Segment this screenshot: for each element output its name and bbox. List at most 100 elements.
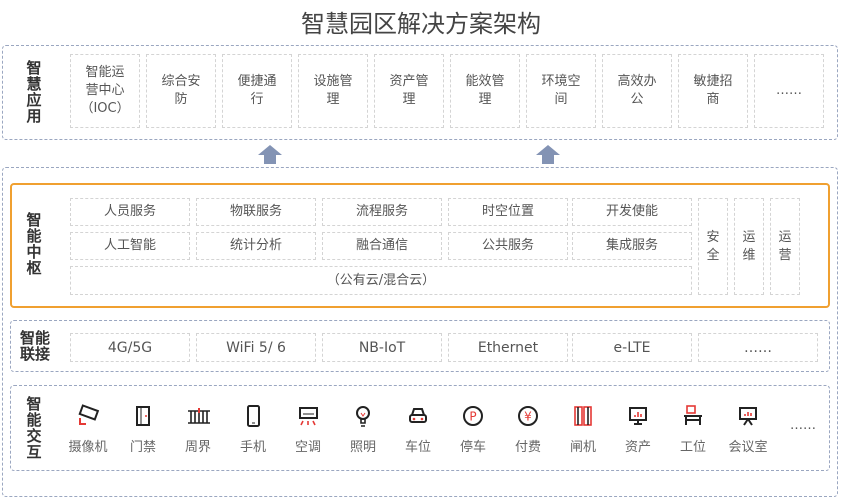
interact-more: …… <box>790 418 816 433</box>
hub-side-label: 运营 <box>778 229 792 263</box>
hub-service[interactable]: 开发使能 <box>572 198 692 226</box>
interact-item-label: 周界 <box>184 440 211 455</box>
interact-item[interactable]: P 停车 <box>448 404 498 455</box>
connect-item[interactable]: NB-IoT <box>322 333 442 362</box>
connect-label: WiFi 5/ 6 <box>226 339 286 356</box>
interact-item[interactable]: 手机 <box>228 404 278 455</box>
interact-item[interactable]: 周界 <box>173 404 223 455</box>
interact-item[interactable]: 摄像机 <box>63 404 113 455</box>
hub-service-label: 时空位置 <box>481 204 534 219</box>
desk-icon <box>668 404 718 428</box>
parking-icon: P <box>448 404 498 428</box>
hub-service-label: 开发使能 <box>605 204 658 219</box>
app-card[interactable]: 便捷通行 <box>222 54 292 128</box>
hub-service[interactable]: 公共服务 <box>448 232 568 260</box>
interact-item[interactable]: 车位 <box>393 404 443 455</box>
hub-side-label: 安全 <box>706 229 720 263</box>
hub-service-label: 人员服务 <box>103 204 156 219</box>
hub-side[interactable]: 运维 <box>734 198 764 295</box>
apps-layer <box>2 45 838 140</box>
hub-service-label: 流程服务 <box>355 204 408 219</box>
connect-item[interactable]: Ethernet <box>448 333 568 362</box>
hub-service[interactable]: 人工智能 <box>70 232 190 260</box>
interact-layer <box>10 385 830 471</box>
interact-item-label: 闸机 <box>569 440 596 455</box>
app-label: 能效管理 <box>465 74 505 107</box>
interact-item-label: 车位 <box>404 440 431 455</box>
hub-service[interactable]: 统计分析 <box>196 232 316 260</box>
hub-cloud: （公有云/混合云） <box>70 266 692 295</box>
hub-service-label: 物联服务 <box>229 204 282 219</box>
hub-service[interactable]: 物联服务 <box>196 198 316 226</box>
app-card[interactable]: 能效管理 <box>450 54 520 128</box>
arrow-up-2 <box>536 145 560 164</box>
connect-label: NB-IoT <box>358 339 406 356</box>
interact-item-label: 门禁 <box>129 440 156 455</box>
gate-icon <box>558 404 608 428</box>
hub-label: 智能中枢 <box>26 211 42 277</box>
hub-service[interactable]: 融合通信 <box>322 232 442 260</box>
app-label: 智能运营中心（IOC） <box>80 65 130 116</box>
arrow-up-1 <box>258 145 282 164</box>
hub-side[interactable]: 安全 <box>698 198 728 295</box>
apps-label: 智慧应用 <box>26 59 42 125</box>
interact-item-label: 工位 <box>679 440 706 455</box>
air-conditioner-icon <box>283 404 333 428</box>
interact-item-label: 手机 <box>239 440 266 455</box>
hub-service-label: 集成服务 <box>605 238 658 253</box>
hub-service[interactable]: 时空位置 <box>448 198 568 226</box>
app-label: 敏捷招商 <box>693 74 733 107</box>
app-card[interactable]: 资产管理 <box>374 54 444 128</box>
fence-icon <box>173 404 223 428</box>
hub-layer <box>10 183 830 308</box>
app-label: …… <box>776 83 802 98</box>
svg-text:¥: ¥ <box>524 410 532 424</box>
app-label: 资产管理 <box>389 74 429 107</box>
interact-label: 智能交互 <box>26 395 42 461</box>
hub-service[interactable]: 集成服务 <box>572 232 692 260</box>
connect-item[interactable]: WiFi 5/ 6 <box>196 333 316 362</box>
phone-icon <box>228 404 278 428</box>
hub-service[interactable]: 流程服务 <box>322 198 442 226</box>
interact-item[interactable]: 空调 <box>283 404 333 455</box>
app-card[interactable]: 设施管理 <box>298 54 368 128</box>
connect-layer <box>10 320 830 372</box>
app-card[interactable]: 智能运营中心（IOC） <box>70 54 140 128</box>
interact-item-label: 照明 <box>349 440 376 455</box>
interact-item[interactable]: 闸机 <box>558 404 608 455</box>
app-label: 环境空间 <box>541 74 581 107</box>
connect-label: 4G/5G <box>107 339 153 356</box>
app-card[interactable]: 敏捷招商 <box>678 54 748 128</box>
hub-service-label: 融合通信 <box>355 238 408 253</box>
presentation-icon <box>723 404 773 428</box>
app-label: 便捷通行 <box>237 74 277 107</box>
interact-item[interactable]: 照明 <box>338 404 388 455</box>
interact-item-label: 资产 <box>624 440 651 455</box>
door-icon <box>118 404 168 428</box>
monitor-icon <box>613 404 663 428</box>
interact-item[interactable]: 门禁 <box>118 404 168 455</box>
app-card[interactable]: …… <box>754 54 824 128</box>
interact-item-label: 付费 <box>514 440 541 455</box>
page-title: 智慧园区解决方案架构 <box>301 10 541 38</box>
app-label: 高效办公 <box>617 74 657 107</box>
connect-item[interactable]: e-LTE <box>572 333 692 362</box>
hub-service[interactable]: 人员服务 <box>70 198 190 226</box>
camera-icon <box>63 404 113 428</box>
app-card[interactable]: 综合安防 <box>146 54 216 128</box>
connect-item[interactable]: 4G/5G <box>70 333 190 362</box>
hub-service-label: 人工智能 <box>103 238 156 253</box>
interact-item[interactable]: 资产 <box>613 404 663 455</box>
interact-item-label: 停车 <box>459 440 486 455</box>
app-card[interactable]: 高效办公 <box>602 54 672 128</box>
hub-side[interactable]: 运营 <box>770 198 800 295</box>
bulb-icon <box>338 404 388 428</box>
interact-item[interactable]: 工位 <box>668 404 718 455</box>
interact-item[interactable]: 会议室 <box>723 404 773 455</box>
app-card[interactable]: 环境空间 <box>526 54 596 128</box>
connect-label: 智能联接 <box>19 329 50 363</box>
hub-service-label: 统计分析 <box>229 238 282 253</box>
connect-item[interactable]: …… <box>698 333 818 362</box>
interact-item[interactable]: ¥ 付费 <box>503 404 553 455</box>
yuan-icon: ¥ <box>503 404 553 428</box>
